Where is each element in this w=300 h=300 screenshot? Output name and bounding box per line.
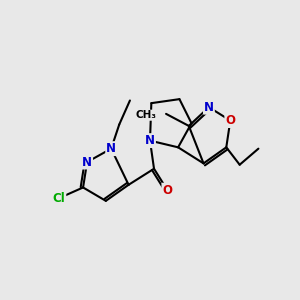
Text: O: O [225,114,235,127]
Text: O: O [162,184,172,197]
Text: N: N [82,155,92,169]
Text: N: N [204,101,214,114]
Text: Cl: Cl [52,192,65,205]
Text: CH₃: CH₃ [136,110,157,120]
Text: N: N [106,142,116,155]
Text: N: N [145,134,155,147]
